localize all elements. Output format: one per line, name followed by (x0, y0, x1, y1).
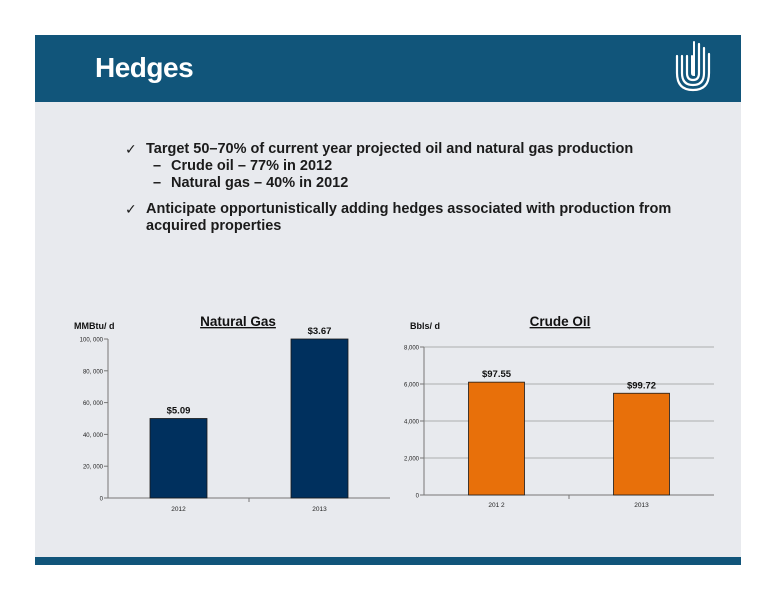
x-tick-label: 2013 (312, 506, 327, 513)
bullet-text: Anticipate opportunistically adding hedg… (146, 201, 672, 234)
y-tick-label: 0 (100, 497, 104, 503)
y-tick-label: 100, 000 (80, 338, 104, 344)
chart-natural-gas: 0 20, 000 40, 000 60, 000 80, 000 100, 000 $5.… (74, 314, 390, 513)
y-tick-label: 20, 000 (83, 465, 104, 471)
y-tick-label: 6,000 (404, 383, 420, 389)
y-tick-label: 0 (416, 494, 420, 500)
chart-title: Crude Oil (530, 314, 591, 329)
data-label: $5.09 (167, 406, 191, 417)
sub-bullet-item: – Natural gas – 40% in 2012 (125, 175, 705, 192)
y-tick-label: 80, 000 (83, 369, 104, 375)
x-tick-label: 201 2 (488, 502, 505, 509)
y-tick-label: 40, 000 (83, 433, 104, 439)
chart-title: Natural Gas (200, 314, 276, 329)
bar-2013 (613, 392, 670, 496)
y-axis-label: Bbls/ d (410, 321, 440, 331)
bullet-text: Target 50–70% of current year projected … (146, 141, 634, 157)
company-logo-icon (675, 41, 711, 92)
bar-2013 (290, 338, 349, 499)
footer-bar (35, 557, 741, 565)
data-label: $97.55 (482, 369, 512, 380)
page-title: Hedges (95, 52, 194, 83)
data-label: $3.67 (308, 326, 332, 337)
data-label: $99.72 (627, 380, 656, 391)
chart-crude-oil: 0 2,000 4,000 6,000 8,000 $97.55 201 2 $99.72 20… (404, 314, 714, 509)
header-bar: Hedges (35, 35, 741, 102)
bullet-item: ✓ Anticipate opportunistically adding he… (125, 201, 705, 235)
bullet-list: ✓ Target 50–70% of current year projecte… (125, 141, 705, 235)
bar-2012 (468, 381, 525, 496)
dash-icon: – (153, 158, 162, 174)
check-icon: ✓ (125, 141, 137, 157)
sub-bullet-item: – Crude oil – 77% in 2012 (125, 158, 705, 175)
check-icon: ✓ (125, 201, 137, 217)
y-tick-label: 60, 000 (83, 401, 104, 407)
x-tick-label: 2013 (634, 502, 649, 509)
bar-2012 (149, 418, 208, 499)
dash-icon: – (153, 175, 162, 191)
sub-bullet-text: Natural gas – 40% in 2012 (171, 175, 349, 191)
y-tick-label: 4,000 (404, 420, 420, 426)
y-tick-label: 8,000 (404, 346, 420, 352)
x-tick-label: 2012 (171, 506, 186, 513)
bullet-item: ✓ Target 50–70% of current year projecte… (125, 141, 705, 158)
y-tick-label: 2,000 (404, 457, 420, 463)
sub-bullet-text: Crude oil – 77% in 2012 (171, 158, 333, 174)
y-axis-label: MMBtu/ d (74, 321, 115, 331)
